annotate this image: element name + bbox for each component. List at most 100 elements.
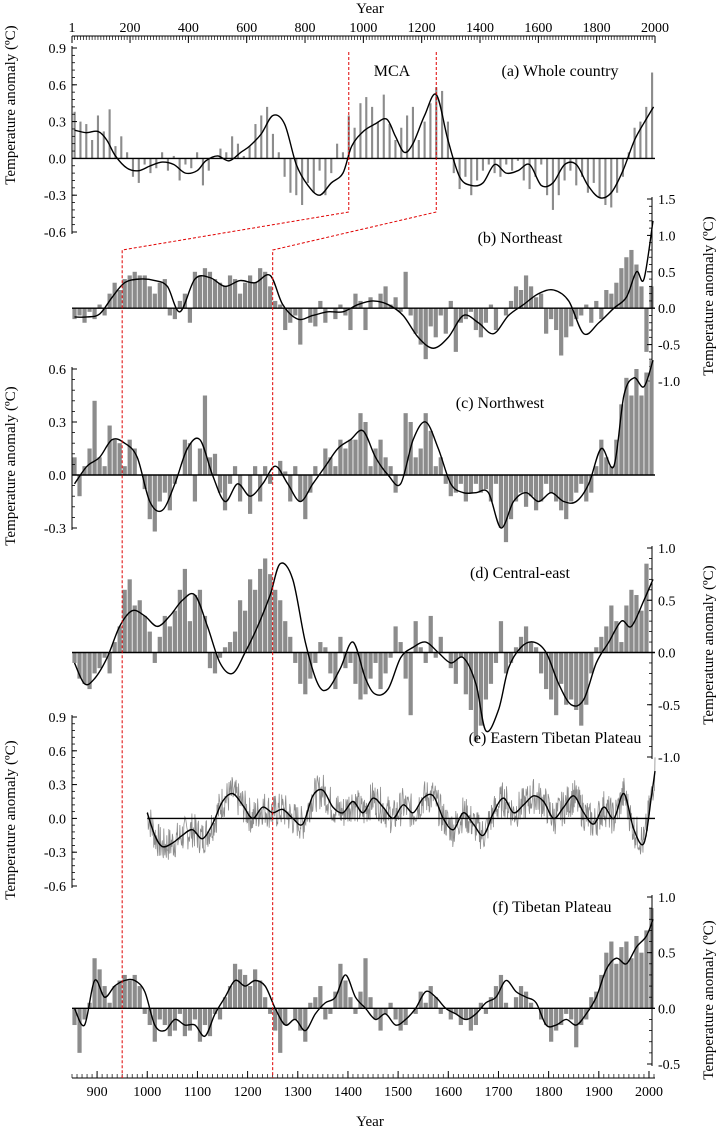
bar bbox=[172, 475, 177, 484]
y-tick-label: 0.3 bbox=[49, 116, 67, 131]
bottom-tick-label: 1200 bbox=[234, 1085, 262, 1100]
bar bbox=[348, 997, 353, 1009]
bar bbox=[544, 475, 549, 484]
bar bbox=[102, 131, 105, 159]
bar bbox=[478, 652, 484, 726]
bar bbox=[248, 579, 253, 653]
bar bbox=[293, 1008, 298, 1020]
bar bbox=[102, 308, 107, 316]
bar bbox=[518, 636, 524, 653]
bar bbox=[609, 293, 614, 309]
bottom-tick-label: 1300 bbox=[284, 1085, 312, 1100]
bar bbox=[137, 275, 142, 309]
bar bbox=[212, 453, 218, 475]
bar bbox=[147, 475, 152, 520]
bar bbox=[487, 158, 490, 165]
bar bbox=[172, 155, 175, 159]
bar bbox=[448, 1008, 453, 1020]
top-tick-label: 1400 bbox=[466, 21, 494, 36]
panel-title: (b) Northeast bbox=[478, 230, 563, 247]
bar bbox=[242, 610, 248, 653]
bar bbox=[586, 158, 589, 193]
y-tick-label: -0.3 bbox=[44, 189, 66, 204]
bar bbox=[258, 568, 263, 653]
bar bbox=[383, 457, 388, 475]
bar bbox=[278, 600, 283, 653]
bar bbox=[112, 986, 117, 1009]
bar bbox=[225, 152, 228, 159]
bar bbox=[639, 286, 644, 309]
bar bbox=[610, 158, 613, 208]
bar bbox=[157, 282, 162, 309]
bar bbox=[483, 308, 489, 323]
bar bbox=[528, 158, 531, 190]
bar bbox=[82, 308, 87, 323]
bar bbox=[177, 1008, 182, 1014]
bar bbox=[187, 443, 193, 475]
bar bbox=[534, 158, 537, 177]
bar bbox=[493, 475, 499, 484]
bar bbox=[463, 652, 468, 695]
bar bbox=[353, 652, 358, 684]
bar bbox=[470, 158, 473, 196]
top-tick-label: 2000 bbox=[641, 21, 669, 36]
bar bbox=[147, 631, 152, 653]
bar bbox=[383, 1008, 388, 1014]
bar bbox=[268, 286, 273, 309]
bar bbox=[579, 1008, 584, 1026]
panel-5: 0.9 0.6 0.3 0.0 -0.3 -0.6 Temperature anomaly … bbox=[3, 711, 656, 900]
bar bbox=[428, 615, 433, 653]
bar bbox=[358, 991, 363, 1009]
bar bbox=[549, 308, 554, 320]
bar bbox=[418, 308, 423, 345]
bar bbox=[192, 271, 198, 309]
y-tick-label: -0.6 bbox=[44, 880, 66, 895]
bar bbox=[298, 475, 303, 502]
y-tick-label: 1.0 bbox=[658, 891, 676, 906]
bar bbox=[589, 475, 594, 493]
bar bbox=[236, 143, 240, 159]
bar bbox=[338, 304, 343, 309]
bar bbox=[172, 308, 177, 320]
bar bbox=[569, 158, 572, 171]
bar bbox=[594, 466, 599, 475]
top-axis: 1 200 400 600 800 1000 1200 1400 1600 1800 2000 bbox=[69, 21, 669, 43]
bar bbox=[323, 1008, 328, 1020]
y-tick-label: 0.0 bbox=[658, 302, 676, 317]
bar bbox=[378, 1008, 383, 1031]
top-axis-title: Year bbox=[356, 1, 384, 17]
annual-series bbox=[146, 757, 656, 860]
bar bbox=[629, 395, 634, 475]
bar bbox=[609, 605, 614, 653]
bar bbox=[122, 279, 127, 309]
mca-guide-lines bbox=[121, 52, 437, 1078]
bar bbox=[411, 106, 414, 159]
bar bbox=[268, 1008, 273, 1014]
bar bbox=[227, 986, 233, 1009]
bar bbox=[142, 275, 147, 309]
y-tick-label: 0.6 bbox=[49, 363, 67, 378]
bar bbox=[634, 935, 639, 1009]
bar bbox=[528, 1002, 534, 1009]
bottom-tick-label: 1000 bbox=[133, 1085, 161, 1100]
bar bbox=[288, 636, 293, 653]
bar bbox=[117, 443, 122, 475]
bar bbox=[539, 475, 544, 502]
top-tick-label: 1600 bbox=[524, 21, 552, 36]
bar bbox=[298, 652, 303, 684]
bar bbox=[592, 158, 595, 183]
bar bbox=[616, 158, 619, 193]
bar bbox=[429, 103, 432, 159]
bar bbox=[260, 115, 263, 159]
bar bbox=[323, 647, 328, 653]
bar bbox=[132, 605, 137, 653]
bar bbox=[182, 568, 187, 653]
bar bbox=[207, 1008, 213, 1037]
panel-6: 1.0 0.5 0.0 -0.5 Temperature anomaly (ºC) (f)… bbox=[72, 891, 717, 1080]
bar bbox=[481, 158, 484, 171]
bar bbox=[539, 652, 544, 674]
bar bbox=[533, 297, 539, 309]
bar bbox=[363, 958, 368, 1009]
bar bbox=[644, 308, 649, 352]
bar bbox=[107, 425, 112, 475]
